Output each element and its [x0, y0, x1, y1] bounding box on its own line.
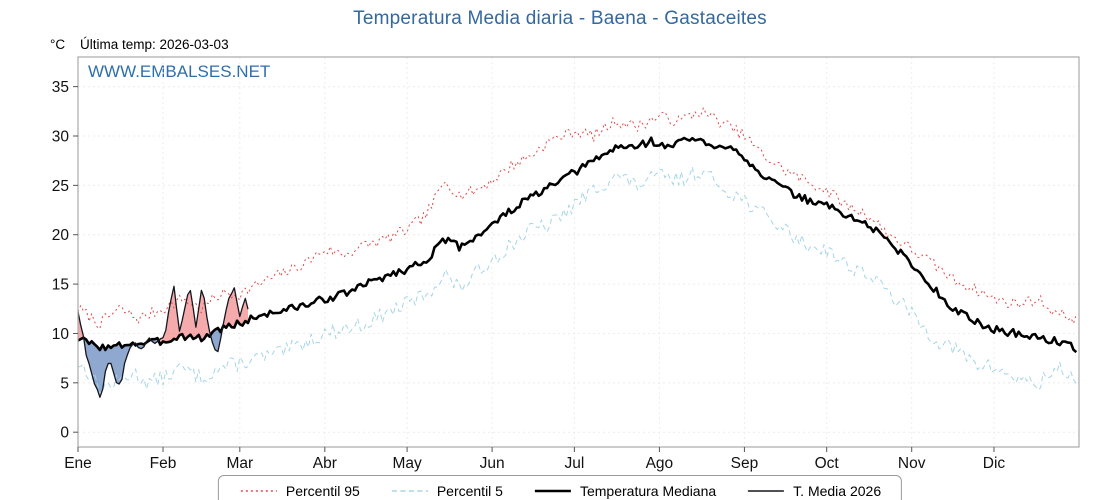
y-tick-label: 35	[52, 79, 69, 96]
x-tick-label: Ago	[646, 455, 674, 472]
series-line-percentil-5	[77, 166, 1077, 395]
y-tick-label: 20	[52, 227, 70, 244]
legend-label: Temperatura Mediana	[579, 483, 717, 499]
series-line-temperatura-mediana	[77, 136, 1078, 354]
watermark: WWW.EMBALSES.NET	[88, 62, 271, 81]
x-tick-label: Jul	[564, 455, 584, 472]
axis-tick-labels: Ene Feb Mar Abr May Jun Jul Ago Sep Oct Nov Dic 0 5 10…	[52, 79, 1006, 472]
legend-item-t-media-2026: T. Media 2026	[746, 483, 881, 499]
x-tick-label: Sep	[731, 455, 759, 472]
fill-below-segment	[83, 337, 134, 398]
deviation-fills	[78, 286, 248, 398]
y-tick-label: 5	[60, 375, 69, 392]
x-tick-label: Feb	[150, 455, 177, 472]
chart-title: Temperatura Media diaria - Baena - Gasta…	[353, 8, 767, 29]
y-tick-label: 15	[52, 277, 69, 294]
series-line-t-media-2026	[77, 285, 249, 398]
series-line-percentil-95	[77, 107, 1077, 330]
x-tick-label: May	[392, 455, 422, 472]
x-tick-label: Ene	[64, 455, 92, 472]
y-tick-label: 10	[52, 326, 70, 343]
y-axis-unit-label: °C	[50, 37, 66, 52]
legend-item-mediana: Temperatura Mediana	[533, 483, 716, 499]
legend-line-mediana	[534, 489, 571, 493]
legend-line-percentil-95	[240, 490, 277, 492]
legend-label: Percentil 95	[285, 483, 360, 499]
gridlines	[78, 57, 1079, 447]
legend: Percentil 95 Percentil 5 Temperatura Med…	[217, 475, 903, 500]
y-tick-label: 25	[52, 178, 69, 195]
x-tick-label: Oct	[815, 455, 840, 472]
y-tick-label: 30	[52, 128, 70, 145]
legend-item-percentil-5: Percentil 5	[390, 483, 503, 499]
legend-item-percentil-95: Percentil 95	[239, 483, 360, 499]
legend-label: Percentil 5	[436, 483, 503, 499]
legend-line-percentil-5	[391, 490, 428, 492]
x-tick-label: Abr	[313, 455, 337, 472]
fill-above-segment	[158, 286, 211, 345]
plot-border	[77, 56, 1080, 448]
legend-label: T. Media 2026	[793, 483, 882, 499]
series-lines	[77, 107, 1078, 398]
fill-above-segment	[222, 287, 248, 328]
x-tick-label: Mar	[226, 455, 253, 472]
last-temp-label: Última temp: 2026-03-03	[80, 37, 229, 52]
x-tick-label: Jun	[480, 455, 505, 472]
axes	[73, 56, 1080, 452]
x-tick-label: Dic	[983, 455, 1006, 472]
y-tick-label: 0	[60, 425, 69, 442]
x-tick-label: Nov	[898, 455, 926, 472]
legend-line-t-media-2026	[748, 490, 785, 492]
